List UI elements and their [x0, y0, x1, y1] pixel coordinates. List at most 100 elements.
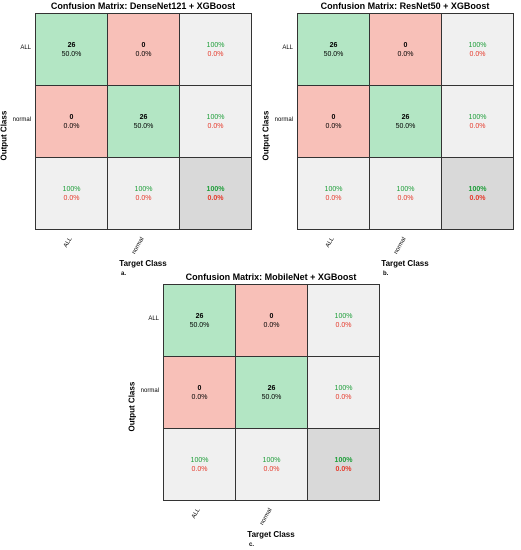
row-summary-cell: 100% 0.0% — [307, 356, 380, 429]
cell-count: 26 — [329, 41, 338, 49]
summary-correct: 100% — [334, 384, 353, 392]
matrix-cell: 0 0.0% — [35, 85, 108, 158]
cell-count: 0 — [403, 41, 408, 49]
x-axis-label: Target Class — [119, 259, 167, 268]
total-wrong: 0.0% — [207, 194, 224, 202]
confusion-grid: 26 50.0% 0 0.0% 100% 0.0% 0 0.0% 26 50.0% 100% 0.0%… — [297, 13, 514, 230]
matrix-cell: 0 0.0% — [107, 13, 180, 86]
subfigure-label: b. — [383, 271, 389, 277]
matrix-cell: 0 0.0% — [297, 85, 370, 158]
total-wrong: 0.0% — [469, 194, 486, 202]
total-accuracy-cell: 100% 0.0% — [441, 157, 514, 230]
column-summary-cell: 100% 0.0% — [107, 157, 180, 230]
matrix-cell: 0 0.0% — [235, 284, 308, 357]
summary-wrong: 0.0% — [325, 194, 342, 202]
total-correct: 100% — [334, 456, 353, 464]
cell-percent: 0.0% — [397, 50, 414, 58]
row-summary-cell: 100% 0.0% — [307, 284, 380, 357]
chart-title: Confusion Matrix: MobileNet + XGBoost — [185, 272, 357, 282]
row-summary-cell: 100% 0.0% — [179, 85, 252, 158]
total-wrong: 0.0% — [335, 465, 352, 473]
summary-wrong: 0.0% — [469, 122, 486, 130]
cell-percent: 50.0% — [395, 122, 416, 130]
y-tick-label: normal — [274, 117, 293, 123]
matrix-cell: 26 50.0% — [35, 13, 108, 86]
cell-percent: 50.0% — [261, 393, 282, 401]
y-tick-label: ALL — [148, 316, 159, 322]
x-axis-label: Target Class — [247, 530, 295, 539]
matrix-cell: 0 0.0% — [163, 356, 236, 429]
matrix-cell: 26 50.0% — [163, 284, 236, 357]
cell-percent: 50.0% — [133, 122, 154, 130]
chart-title: Confusion Matrix: DenseNet121 + XGBoost — [50, 1, 236, 11]
row-summary-cell: 100% 0.0% — [441, 85, 514, 158]
summary-wrong: 0.0% — [207, 122, 224, 130]
y-axis-label: Output Class — [261, 110, 271, 161]
y-axis-label: Output Class — [127, 381, 137, 432]
summary-wrong: 0.0% — [335, 321, 352, 329]
column-summary-cell: 100% 0.0% — [163, 428, 236, 501]
y-tick-label: normal — [12, 117, 31, 123]
x-tick-label: ALL — [325, 236, 336, 249]
summary-correct: 100% — [468, 113, 487, 121]
matrix-cell: 26 50.0% — [369, 85, 442, 158]
summary-correct: 100% — [206, 113, 225, 121]
summary-wrong: 0.0% — [263, 465, 280, 473]
summary-correct: 100% — [262, 456, 281, 464]
y-axis-label: Output Class — [0, 110, 9, 161]
cell-percent: 0.0% — [191, 393, 208, 401]
summary-wrong: 0.0% — [191, 465, 208, 473]
column-summary-cell: 100% 0.0% — [235, 428, 308, 501]
x-tick-label: ALL — [63, 236, 74, 249]
cell-count: 26 — [67, 41, 76, 49]
total-accuracy-cell: 100% 0.0% — [179, 157, 252, 230]
summary-correct: 100% — [468, 41, 487, 49]
summary-wrong: 0.0% — [335, 393, 352, 401]
summary-wrong: 0.0% — [207, 50, 224, 58]
total-correct: 100% — [206, 185, 225, 193]
cell-percent: 0.0% — [325, 122, 342, 130]
cell-count: 26 — [139, 113, 148, 121]
cell-count: 0 — [331, 113, 336, 121]
subfigure-label: a. — [121, 271, 127, 277]
summary-wrong: 0.0% — [469, 50, 486, 58]
row-summary-cell: 100% 0.0% — [179, 13, 252, 86]
summary-wrong: 0.0% — [135, 194, 152, 202]
chart-title: Confusion Matrix: ResNet50 + XGBoost — [320, 1, 490, 11]
summary-correct: 100% — [62, 185, 81, 193]
matrix-cell: 26 50.0% — [297, 13, 370, 86]
matrix-cell: 0 0.0% — [369, 13, 442, 86]
column-summary-cell: 100% 0.0% — [35, 157, 108, 230]
summary-correct: 100% — [190, 456, 209, 464]
cell-count: 26 — [195, 312, 204, 320]
cell-percent: 50.0% — [323, 50, 344, 58]
column-summary-cell: 100% 0.0% — [297, 157, 370, 230]
column-summary-cell: 100% 0.0% — [369, 157, 442, 230]
summary-correct: 100% — [206, 41, 225, 49]
cell-count: 0 — [197, 384, 202, 392]
matrix-cell: 26 50.0% — [107, 85, 180, 158]
cell-count: 0 — [269, 312, 274, 320]
cell-percent: 0.0% — [63, 122, 80, 130]
summary-correct: 100% — [334, 312, 353, 320]
summary-wrong: 0.0% — [63, 194, 80, 202]
matrix-cell: 26 50.0% — [235, 356, 308, 429]
x-tick-label: ALL — [191, 507, 202, 520]
summary-correct: 100% — [324, 185, 343, 193]
subfigure-label: c. — [249, 542, 255, 548]
row-summary-cell: 100% 0.0% — [441, 13, 514, 86]
cell-percent: 50.0% — [61, 50, 82, 58]
cell-percent: 50.0% — [189, 321, 210, 329]
total-correct: 100% — [468, 185, 487, 193]
cell-count: 0 — [69, 113, 74, 121]
y-tick-label: ALL — [282, 45, 293, 51]
y-tick-label: ALL — [20, 45, 31, 51]
x-axis-label: Target Class — [381, 259, 429, 268]
summary-correct: 100% — [134, 185, 153, 193]
cell-count: 0 — [141, 41, 146, 49]
cell-count: 26 — [267, 384, 276, 392]
summary-correct: 100% — [396, 185, 415, 193]
confusion-grid: 26 50.0% 0 0.0% 100% 0.0% 0 0.0% 26 50.0% 100% 0.0%… — [163, 284, 380, 501]
cell-count: 26 — [401, 113, 410, 121]
cell-percent: 0.0% — [263, 321, 280, 329]
